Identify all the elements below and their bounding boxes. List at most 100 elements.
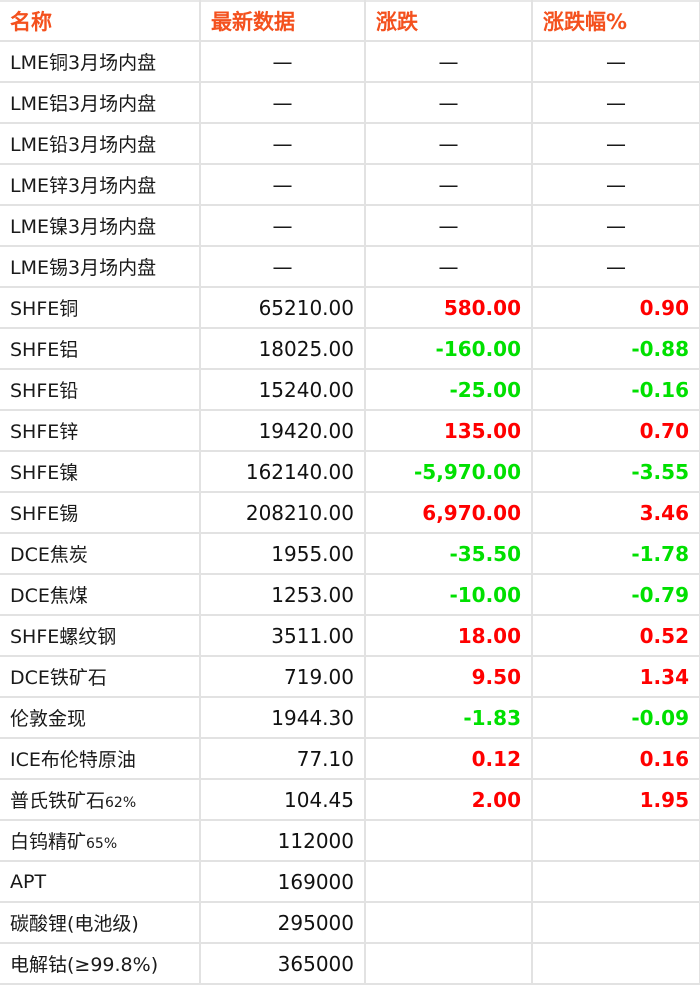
cell-change [365, 902, 533, 944]
cell-change [365, 820, 533, 862]
cell-instrument-name[interactable]: 电解钴(≥99.8%) [0, 943, 201, 985]
cell-last-price: 65210.00 [200, 287, 366, 329]
cell-change-percent: — [532, 205, 700, 247]
cell-instrument-name[interactable]: 白钨精矿65% [0, 820, 201, 862]
cell-change-percent: — [532, 246, 700, 288]
cell-change-percent: -1.78 [532, 533, 700, 575]
cell-instrument-name[interactable]: DCE铁矿石 [0, 656, 201, 698]
cell-instrument-name[interactable]: LME铜3月场内盘 [0, 41, 201, 83]
table-row[interactable]: LME锡3月场内盘 — — — [0, 246, 700, 288]
cell-instrument-name[interactable]: SHFE铝 [0, 328, 201, 370]
cell-instrument-name[interactable]: SHFE锡 [0, 492, 201, 534]
cell-last-price: 295000 [200, 902, 366, 944]
instrument-label: SHFE铜 [10, 298, 79, 320]
instrument-grade-label: 62% [105, 795, 137, 811]
cell-instrument-name[interactable]: DCE焦炭 [0, 533, 201, 575]
table-row[interactable]: SHFE铝 18025.00 -160.00 -0.88 [0, 328, 700, 370]
cell-change-percent: -0.79 [532, 574, 700, 616]
table-row[interactable]: 伦敦金现 1944.30 -1.83 -0.09 [0, 697, 700, 739]
cell-last-price: 19420.00 [200, 410, 366, 452]
cell-instrument-name[interactable]: APT [0, 861, 201, 903]
cell-instrument-name[interactable]: SHFE铅 [0, 369, 201, 411]
cell-instrument-name[interactable]: ICE布伦特原油 [0, 738, 201, 780]
instrument-label: SHFE螺纹钢 [10, 626, 117, 648]
instrument-label: LME铜3月场内盘 [10, 52, 157, 74]
cell-instrument-name[interactable]: 普氏铁矿石62% [0, 779, 201, 821]
cell-last-price: 15240.00 [200, 369, 366, 411]
table-row[interactable]: DCE焦炭 1955.00 -35.50 -1.78 [0, 533, 700, 575]
table-row[interactable]: SHFE镍 162140.00 -5,970.00 -3.55 [0, 451, 700, 493]
column-header-name[interactable]: 名称 [0, 0, 201, 42]
cell-change-percent: 0.70 [532, 410, 700, 452]
cell-change: -160.00 [365, 328, 533, 370]
table-row[interactable]: SHFE螺纹钢 3511.00 18.00 0.52 [0, 615, 700, 657]
cell-instrument-name[interactable]: 碳酸锂(电池级) [0, 902, 201, 944]
instrument-label: 碳酸锂(电池级) [10, 913, 139, 935]
instrument-label: LME镍3月场内盘 [10, 216, 157, 238]
cell-last-price: 112000 [200, 820, 366, 862]
table-row[interactable]: 碳酸锂(电池级) 295000 [0, 902, 700, 944]
cell-instrument-name[interactable]: LME铝3月场内盘 [0, 82, 201, 124]
column-header-change[interactable]: 涨跌 [365, 0, 533, 42]
cell-instrument-name[interactable]: DCE焦煤 [0, 574, 201, 616]
cell-change-percent [532, 902, 700, 944]
cell-instrument-name[interactable]: SHFE镍 [0, 451, 201, 493]
instrument-label: SHFE铝 [10, 339, 79, 361]
table-row[interactable]: 电解钴(≥99.8%) 365000 [0, 943, 700, 985]
cell-last-price: 1253.00 [200, 574, 366, 616]
cell-change: 9.50 [365, 656, 533, 698]
instrument-label: LME锌3月场内盘 [10, 175, 157, 197]
instrument-label: APT [10, 870, 47, 893]
cell-change: -10.00 [365, 574, 533, 616]
cell-instrument-name[interactable]: LME锡3月场内盘 [0, 246, 201, 288]
cell-instrument-name[interactable]: LME铅3月场内盘 [0, 123, 201, 165]
instrument-label: LME铝3月场内盘 [10, 93, 157, 115]
table-row[interactable]: 普氏铁矿石62% 104.45 2.00 1.95 [0, 779, 700, 821]
table-row[interactable]: APT 169000 [0, 861, 700, 903]
table-row[interactable]: ICE布伦特原油 77.10 0.12 0.16 [0, 738, 700, 780]
instrument-grade-label: 65% [86, 836, 118, 852]
table-row[interactable]: SHFE铜 65210.00 580.00 0.90 [0, 287, 700, 329]
cell-instrument-name[interactable]: LME镍3月场内盘 [0, 205, 201, 247]
instrument-label: ICE布伦特原油 [10, 749, 136, 771]
cell-change-percent: 0.90 [532, 287, 700, 329]
table-row[interactable]: LME铝3月场内盘 — — — [0, 82, 700, 124]
cell-instrument-name[interactable]: SHFE锌 [0, 410, 201, 452]
cell-change: 6,970.00 [365, 492, 533, 534]
column-header-pct[interactable]: 涨跌幅% [532, 0, 700, 42]
cell-last-price: 719.00 [200, 656, 366, 698]
table-row[interactable]: DCE焦煤 1253.00 -10.00 -0.79 [0, 574, 700, 616]
cell-change-percent: 3.46 [532, 492, 700, 534]
cell-last-price: 1955.00 [200, 533, 366, 575]
cell-instrument-name[interactable]: SHFE螺纹钢 [0, 615, 201, 657]
table-row[interactable]: SHFE锌 19420.00 135.00 0.70 [0, 410, 700, 452]
cell-last-price: 104.45 [200, 779, 366, 821]
cell-change-percent: 1.34 [532, 656, 700, 698]
table-row[interactable]: LME铜3月场内盘 — — — [0, 41, 700, 83]
cell-change-percent: — [532, 164, 700, 206]
cell-instrument-name[interactable]: 伦敦金现 [0, 697, 201, 739]
header-row: 名称 最新数据 涨跌 涨跌幅% [0, 0, 700, 42]
cell-change-percent [532, 943, 700, 985]
column-header-last[interactable]: 最新数据 [200, 0, 366, 42]
instrument-label: 电解钴(≥99.8%) [10, 954, 159, 976]
instrument-label: 普氏铁矿石 [10, 790, 106, 812]
cell-instrument-name[interactable]: LME锌3月场内盘 [0, 164, 201, 206]
table-header: 名称 最新数据 涨跌 涨跌幅% [0, 0, 700, 42]
table-row[interactable]: SHFE铅 15240.00 -25.00 -0.16 [0, 369, 700, 411]
cell-last-price: — [200, 41, 366, 83]
cell-last-price: 169000 [200, 861, 366, 903]
cell-change: -1.83 [365, 697, 533, 739]
cell-instrument-name[interactable]: SHFE铜 [0, 287, 201, 329]
cell-change: — [365, 82, 533, 124]
table-row[interactable]: LME镍3月场内盘 — — — [0, 205, 700, 247]
table-row[interactable]: SHFE锡 208210.00 6,970.00 3.46 [0, 492, 700, 534]
cell-last-price: 162140.00 [200, 451, 366, 493]
table-row[interactable]: LME锌3月场内盘 — — — [0, 164, 700, 206]
cell-change-percent [532, 820, 700, 862]
cell-change [365, 943, 533, 985]
table-row[interactable]: LME铅3月场内盘 — — — [0, 123, 700, 165]
table-row[interactable]: DCE铁矿石 719.00 9.50 1.34 [0, 656, 700, 698]
table-row[interactable]: 白钨精矿65% 112000 [0, 820, 700, 862]
